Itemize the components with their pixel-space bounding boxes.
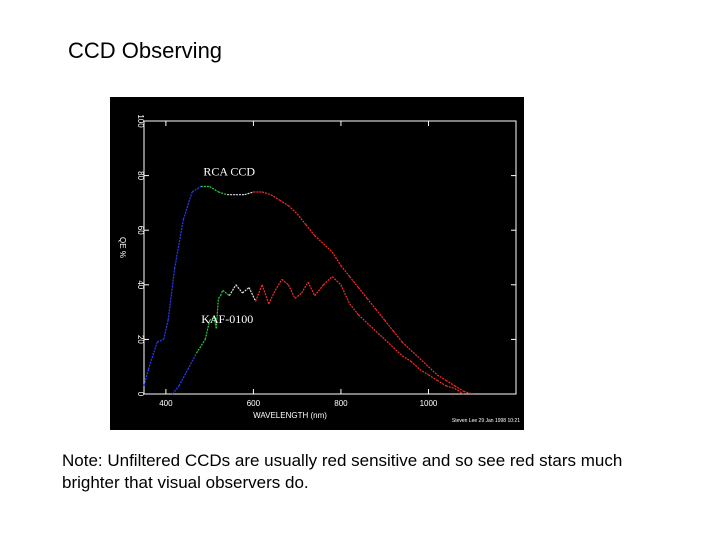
series-0-segment bbox=[349, 276, 359, 288]
series-1-segment bbox=[294, 292, 302, 299]
x-tick-label: 400 bbox=[159, 399, 173, 408]
y-tick-label: 0 bbox=[136, 392, 145, 397]
series-1-segment bbox=[204, 320, 211, 340]
y-tick-label: 20 bbox=[136, 335, 145, 344]
series-1-segment bbox=[215, 298, 219, 329]
series-1-segment bbox=[366, 322, 377, 332]
qe-chart: 0 20 40 60 80 100 400 600 800 1000 WAVELENGTH (nm)… bbox=[110, 97, 524, 430]
series-0-segment bbox=[182, 191, 193, 220]
series-0-segment bbox=[270, 194, 280, 201]
series-1-segment bbox=[301, 281, 309, 294]
series-0-segment bbox=[279, 199, 289, 207]
series-1-segment bbox=[436, 379, 447, 387]
series-1-segment bbox=[248, 287, 257, 302]
credit-label: Steven Lee 29 Jan 1998 10:21 bbox=[452, 418, 520, 424]
series-1-segment bbox=[287, 284, 296, 299]
series-1-segment bbox=[242, 287, 250, 294]
series-0-segment bbox=[331, 251, 342, 267]
y-tick-label: 100 bbox=[136, 114, 145, 128]
series-0-segment bbox=[366, 298, 377, 310]
series-0-segment bbox=[174, 219, 184, 269]
series-0-segment bbox=[296, 213, 307, 226]
series-1-segment bbox=[217, 295, 222, 299]
series-1-segment bbox=[410, 360, 421, 370]
series-1-segment bbox=[428, 374, 438, 381]
series-0-segment bbox=[288, 205, 298, 215]
curve-label: KAF-0100 bbox=[201, 312, 253, 326]
series-0-segment bbox=[218, 191, 228, 196]
plot-frame bbox=[143, 120, 517, 395]
x-tick-label: 1000 bbox=[420, 399, 438, 408]
series-0-segment bbox=[209, 186, 219, 193]
note-text: Note: Unfiltered CCDs are usually red se… bbox=[62, 451, 623, 492]
series-1-segment bbox=[209, 317, 215, 321]
x-tick-label: 800 bbox=[334, 399, 348, 408]
series-1-segment bbox=[314, 284, 324, 297]
series-1-segment bbox=[419, 368, 429, 376]
series-1-segment bbox=[222, 289, 230, 297]
series-1-segment bbox=[340, 284, 351, 305]
series-0-segment bbox=[384, 319, 394, 332]
series-1-segment bbox=[187, 352, 198, 370]
series-0-segment bbox=[375, 308, 386, 321]
chart-svg: 0 20 40 60 80 100 400 600 800 1000 WAVELENGTH (nm)… bbox=[118, 114, 520, 424]
series-0-segment bbox=[323, 243, 333, 253]
series-0-segment bbox=[143, 369, 149, 386]
series-0-segment bbox=[305, 224, 316, 237]
series-0-segment bbox=[147, 341, 158, 370]
y-tick-label: 80 bbox=[136, 171, 145, 180]
series-1-segment bbox=[384, 338, 394, 349]
curve-label: RCA CCD bbox=[203, 165, 255, 179]
series-0-segment bbox=[156, 338, 164, 343]
series-0-segment bbox=[454, 385, 464, 392]
series-1-segment bbox=[445, 385, 455, 390]
x-axis-label: WAVELENGTH (nm) bbox=[253, 411, 327, 420]
series-1-segment bbox=[358, 314, 368, 324]
series-1-segment bbox=[349, 303, 359, 316]
series-0-segment bbox=[163, 320, 169, 340]
series-1-segment bbox=[281, 278, 289, 286]
series-1-segment bbox=[274, 279, 283, 291]
series-0-segment bbox=[340, 265, 351, 277]
y-axis-label: QE % bbox=[118, 237, 127, 258]
series-1-segment bbox=[220, 290, 224, 296]
series-1-segment bbox=[235, 284, 243, 294]
series-0-segment bbox=[357, 287, 368, 299]
series-1-segment bbox=[255, 284, 263, 302]
series-0-segment bbox=[191, 186, 202, 193]
series-0-segment bbox=[314, 235, 324, 245]
series-0-segment bbox=[419, 358, 429, 368]
y-tick-label: 60 bbox=[136, 226, 145, 235]
slide-title: CCD Observing bbox=[68, 38, 223, 63]
series-1-segment bbox=[196, 339, 206, 354]
series-0-segment bbox=[445, 379, 456, 387]
series-1-segment bbox=[178, 369, 189, 387]
series-1-segment bbox=[268, 289, 276, 305]
series-0-segment bbox=[261, 191, 272, 196]
series-1-segment bbox=[171, 385, 180, 395]
y-tick-label: 40 bbox=[136, 280, 145, 289]
series-0-segment bbox=[463, 390, 473, 395]
series-1-segment bbox=[228, 284, 237, 297]
series-0-segment bbox=[428, 366, 438, 376]
series-0-segment bbox=[401, 341, 412, 351]
series-1-segment bbox=[307, 281, 316, 296]
series-0-segment bbox=[410, 349, 421, 359]
series-1-segment bbox=[323, 276, 333, 286]
series-1-segment bbox=[261, 284, 270, 305]
series-0-segment bbox=[392, 330, 403, 343]
series-0-segment bbox=[436, 374, 447, 381]
series-0-segment bbox=[244, 191, 254, 196]
series-1-segment bbox=[375, 330, 386, 340]
x-tick-label: 600 bbox=[247, 399, 261, 408]
series-1-segment bbox=[401, 355, 412, 362]
series-1-segment bbox=[331, 276, 342, 286]
series-1-segment bbox=[454, 388, 464, 395]
series-1-segment bbox=[393, 347, 403, 357]
series-0-segment bbox=[167, 268, 176, 321]
